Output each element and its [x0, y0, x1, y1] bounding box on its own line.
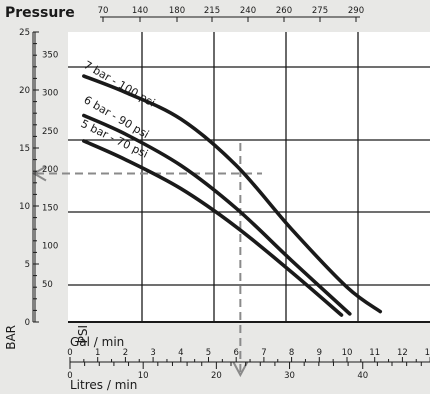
- pump-curve-line: [82, 74, 383, 314]
- x-axes: 01234567891011121301020304050: [67, 348, 430, 381]
- grid: [68, 32, 430, 323]
- top-scale-label: 260: [276, 6, 292, 16]
- psi-tick-label: 250: [42, 127, 58, 137]
- reference-lines: [32, 143, 262, 378]
- bar-tick-label: 0: [25, 318, 30, 328]
- gal-tick-label: 7: [261, 348, 266, 358]
- y-axes: 0 5 10 15 20 25 50 100 150 200 250 300 350: [19, 28, 58, 328]
- reference-arrow-down: [232, 361, 249, 378]
- pump-curve-line: [82, 139, 344, 317]
- bar-tick-label: 15: [19, 144, 30, 154]
- psi-tick-label: 50: [42, 280, 53, 290]
- gal-tick-label: 13: [425, 348, 430, 358]
- bar-tick-label: 25: [19, 28, 30, 38]
- gal-tick-label: 6: [233, 348, 238, 358]
- psi-tick-label: 150: [42, 203, 58, 213]
- reference-arrow-left: [32, 165, 47, 182]
- top-scale-label: 140: [132, 6, 148, 16]
- pump-curve-line: [82, 113, 352, 316]
- gal-tick-label: 3: [150, 348, 155, 358]
- top-scale: 70 140 180 215 240 260 275 290: [98, 6, 364, 22]
- gal-tick-label: 2: [123, 348, 128, 358]
- top-scale-label: 215: [204, 6, 220, 16]
- bar-axis-label: BAR: [4, 325, 18, 350]
- gal-tick-label: 4: [178, 348, 183, 358]
- litres-axis-label: Litres / min: [70, 378, 137, 392]
- psi-tick-label: 100: [42, 242, 58, 252]
- psi-tick-label: 350: [42, 51, 58, 61]
- top-scale-label: 290: [348, 6, 364, 16]
- gal-tick-label: 5: [206, 348, 211, 358]
- litres-tick-label: 20: [211, 371, 222, 381]
- bar-tick-label: 20: [19, 86, 30, 96]
- psi-axis-label: PSI: [76, 325, 90, 343]
- gal-tick-label: 9: [317, 348, 322, 358]
- top-scale-label: 240: [240, 6, 256, 16]
- litres-tick-label: 30: [284, 371, 295, 381]
- top-scale-label: 180: [169, 6, 185, 16]
- gal-tick-label: 11: [369, 348, 380, 358]
- gal-tick-label: 8: [289, 348, 294, 358]
- psi-tick-label: 200: [42, 165, 58, 175]
- chart-title: Pressure: [5, 5, 75, 21]
- gal-tick-label: 1: [95, 348, 100, 358]
- gal-axis-label: Gal / min: [70, 335, 124, 349]
- top-scale-label: 275: [312, 6, 328, 16]
- litres-tick-label: 40: [357, 371, 368, 381]
- top-scale-label: 70: [98, 6, 109, 16]
- bar-tick-label: 10: [19, 202, 30, 212]
- psi-tick-label: 300: [42, 89, 58, 99]
- gal-tick-label: 12: [397, 348, 408, 358]
- gal-tick-label: 10: [342, 348, 353, 358]
- gal-tick-label: 0: [67, 348, 72, 358]
- bar-tick-label: 5: [25, 260, 30, 270]
- litres-tick-label: 10: [138, 371, 149, 381]
- litres-tick-label: 0: [67, 371, 72, 381]
